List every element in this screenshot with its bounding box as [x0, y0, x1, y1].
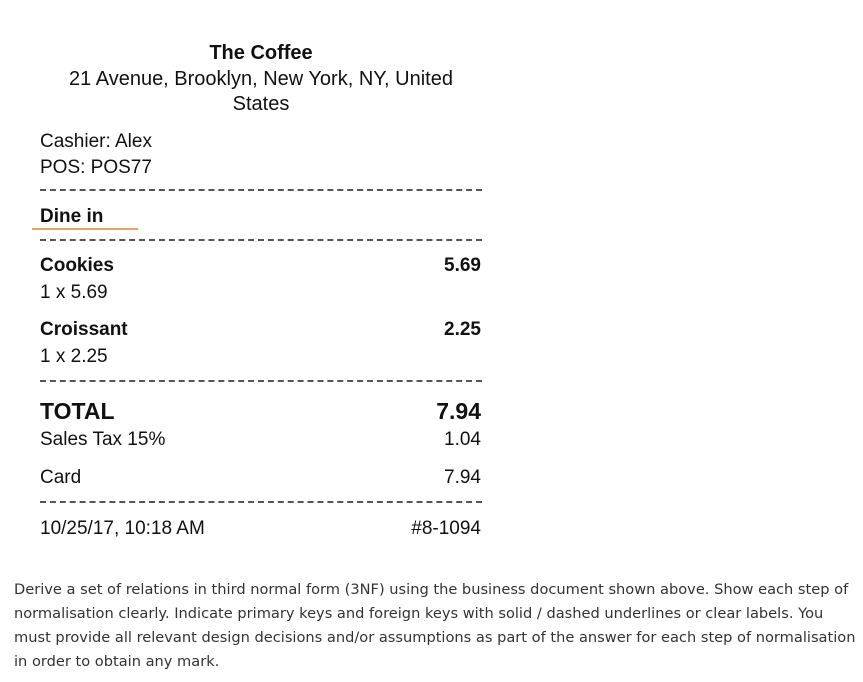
payment-value: 7.94 [444, 467, 481, 488]
order-type: Dine in [40, 206, 104, 227]
item-qty-line: 1 x 5.69 [40, 282, 108, 303]
item-name: Croissant [40, 319, 128, 340]
order-type-underline [32, 228, 138, 230]
divider [40, 189, 482, 191]
divider [40, 380, 482, 382]
item-amount: 2.25 [444, 319, 481, 340]
store-name: The Coffee [209, 42, 313, 64]
receipt-number: #8-1094 [411, 518, 481, 539]
receipt-datetime: 10/25/17, 10:18 AM [40, 518, 205, 539]
receipt: The Coffee 21 Avenue, Brooklyn, New York… [32, 42, 482, 539]
tax-value: 1.04 [444, 429, 481, 450]
question-text: Derive a set of relations in third norma… [14, 581, 856, 670]
pos-line: POS: POS77 [40, 157, 152, 178]
item-amount: 5.69 [444, 255, 481, 276]
total-label: TOTAL [40, 398, 115, 424]
item-name: Cookies [40, 255, 114, 276]
tax-label: Sales Tax 15% [40, 429, 166, 450]
payment-label: Card [40, 467, 82, 488]
divider [40, 501, 482, 503]
total-value: 7.94 [436, 398, 481, 424]
cashier-line: Cashier: Alex [40, 131, 152, 152]
store-address: 21 Avenue, Brooklyn, New York, NY, Unite… [69, 68, 453, 115]
divider [40, 239, 482, 241]
item-qty-line: 1 x 2.25 [40, 346, 108, 367]
